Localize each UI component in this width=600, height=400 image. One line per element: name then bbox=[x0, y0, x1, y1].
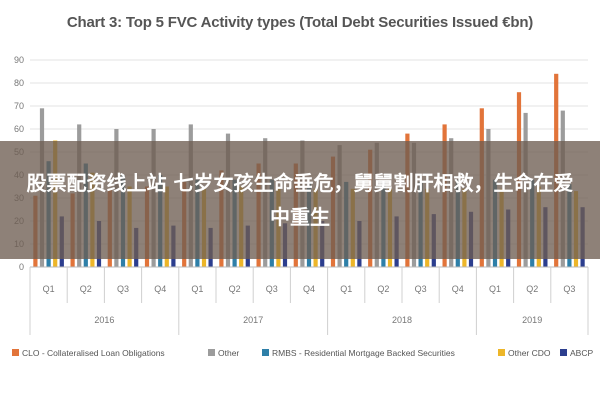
legend-label: CLO - Collateralised Loan Obligations bbox=[22, 348, 165, 358]
x-tick-label: Q2 bbox=[80, 284, 92, 294]
x-tick-label: Q1 bbox=[340, 284, 352, 294]
x-tick-label: Q2 bbox=[526, 284, 538, 294]
y-tick-label: 70 bbox=[14, 101, 24, 111]
legend-label: RMBS - Residential Mortgage Backed Secur… bbox=[272, 348, 455, 358]
x-tick-label: Q2 bbox=[377, 284, 389, 294]
x-tick-label: Q4 bbox=[452, 284, 464, 294]
x-axis: Q1 Q2 Q3 Q4 Q1 Q2 Q3 Q4 Q1 Q2 Q3 Q4 Q1 Q2 Q3 2016 2017 20… bbox=[29, 266, 589, 335]
x-tick-label: Q1 bbox=[43, 284, 55, 294]
x-group-label: 2017 bbox=[243, 315, 263, 325]
x-tick-label: Q4 bbox=[303, 284, 315, 294]
y-tick-label: 0 bbox=[19, 262, 24, 272]
legend-swatch bbox=[560, 349, 567, 356]
x-group-label: 2016 bbox=[94, 315, 114, 325]
x-tick-label: Q4 bbox=[154, 284, 166, 294]
x-tick-label: Q2 bbox=[229, 284, 241, 294]
x-group-label: 2019 bbox=[522, 315, 542, 325]
legend-swatch bbox=[262, 349, 269, 356]
x-tick-label: Q3 bbox=[563, 284, 575, 294]
y-tick-label: 60 bbox=[14, 124, 24, 134]
headline-overlay-banner: 股票配资线上站 七岁女孩生命垂危，舅舅割肝相救，生命在爱中重生 bbox=[0, 141, 600, 259]
legend-swatch bbox=[498, 349, 505, 356]
x-tick-label: Q1 bbox=[489, 284, 501, 294]
x-tick-label: Q3 bbox=[415, 284, 427, 294]
chart-title: Chart 3: Top 5 FVC Activity types (Total… bbox=[66, 14, 534, 31]
y-tick-label: 80 bbox=[14, 78, 24, 88]
legend: CLO - Collateralised Loan Obligations Oth… bbox=[12, 348, 593, 358]
x-tick-label: Q1 bbox=[191, 284, 203, 294]
x-tick-label: Q3 bbox=[266, 284, 278, 294]
legend-label: Other CDO bbox=[508, 348, 551, 358]
legend-swatch bbox=[208, 349, 215, 356]
x-group-label: 2018 bbox=[392, 315, 412, 325]
headline-overlay-text[interactable]: 股票配资线上站 七岁女孩生命垂危，舅舅割肝相救，生命在爱中重生 bbox=[26, 171, 574, 229]
x-tick-label: Q3 bbox=[117, 284, 129, 294]
legend-label: Other bbox=[218, 348, 239, 358]
legend-label: ABCP bbox=[570, 348, 593, 358]
legend-swatch bbox=[12, 349, 19, 356]
y-tick-label: 90 bbox=[14, 55, 24, 65]
